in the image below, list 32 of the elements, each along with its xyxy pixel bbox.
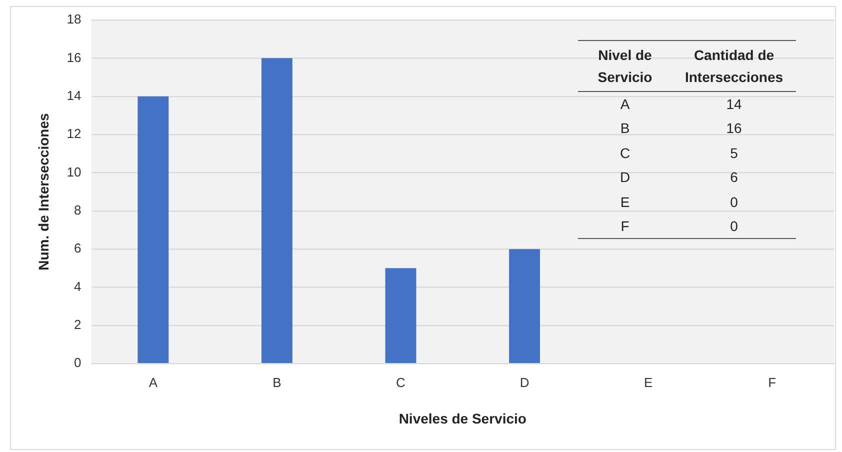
annotation: 0 [729, 192, 739, 212]
y-tick-label: 8 [74, 202, 82, 218]
annotation: Nivel de Servicio [596, 46, 654, 87]
annotation: 5 [729, 144, 739, 163]
annotation: Cantidad de Intersecciones [684, 46, 784, 87]
annotation: 6 [729, 168, 739, 188]
category-label: D [620, 169, 630, 186]
category-label: E [620, 194, 630, 210]
y-tick-label: 12 [66, 126, 82, 142]
x-tick-label: F [768, 374, 776, 390]
annotation: 14 [725, 95, 743, 114]
y-tick-label: 10 [66, 164, 82, 180]
category-label: B [620, 120, 630, 136]
y-tick-label: 6 [74, 240, 82, 256]
category-label: A [620, 96, 630, 112]
y-tick-label: 4 [74, 278, 82, 294]
y-tick-label: 14 [66, 88, 82, 103]
y-tick-label: 2 [74, 317, 82, 332]
y-axis-title: Num. de Intersecciones [35, 113, 52, 270]
y-tick-label: 18 [66, 12, 82, 27]
x-tick-label: A [148, 374, 158, 390]
x-tick-label: D [520, 374, 530, 390]
category-label: F [620, 218, 630, 234]
annotation: 16 [725, 119, 743, 138]
x-tick-label: E [644, 374, 653, 390]
y-tick-label: 16 [66, 50, 82, 65]
y-tick-label: 0 [74, 355, 82, 370]
annotation: 0 [729, 217, 739, 236]
x-tick-label: B [272, 374, 282, 390]
x-tick-label: C [396, 374, 406, 390]
category-label: C [620, 144, 630, 161]
x-axis-title: Niveles de Servicio [398, 410, 526, 426]
